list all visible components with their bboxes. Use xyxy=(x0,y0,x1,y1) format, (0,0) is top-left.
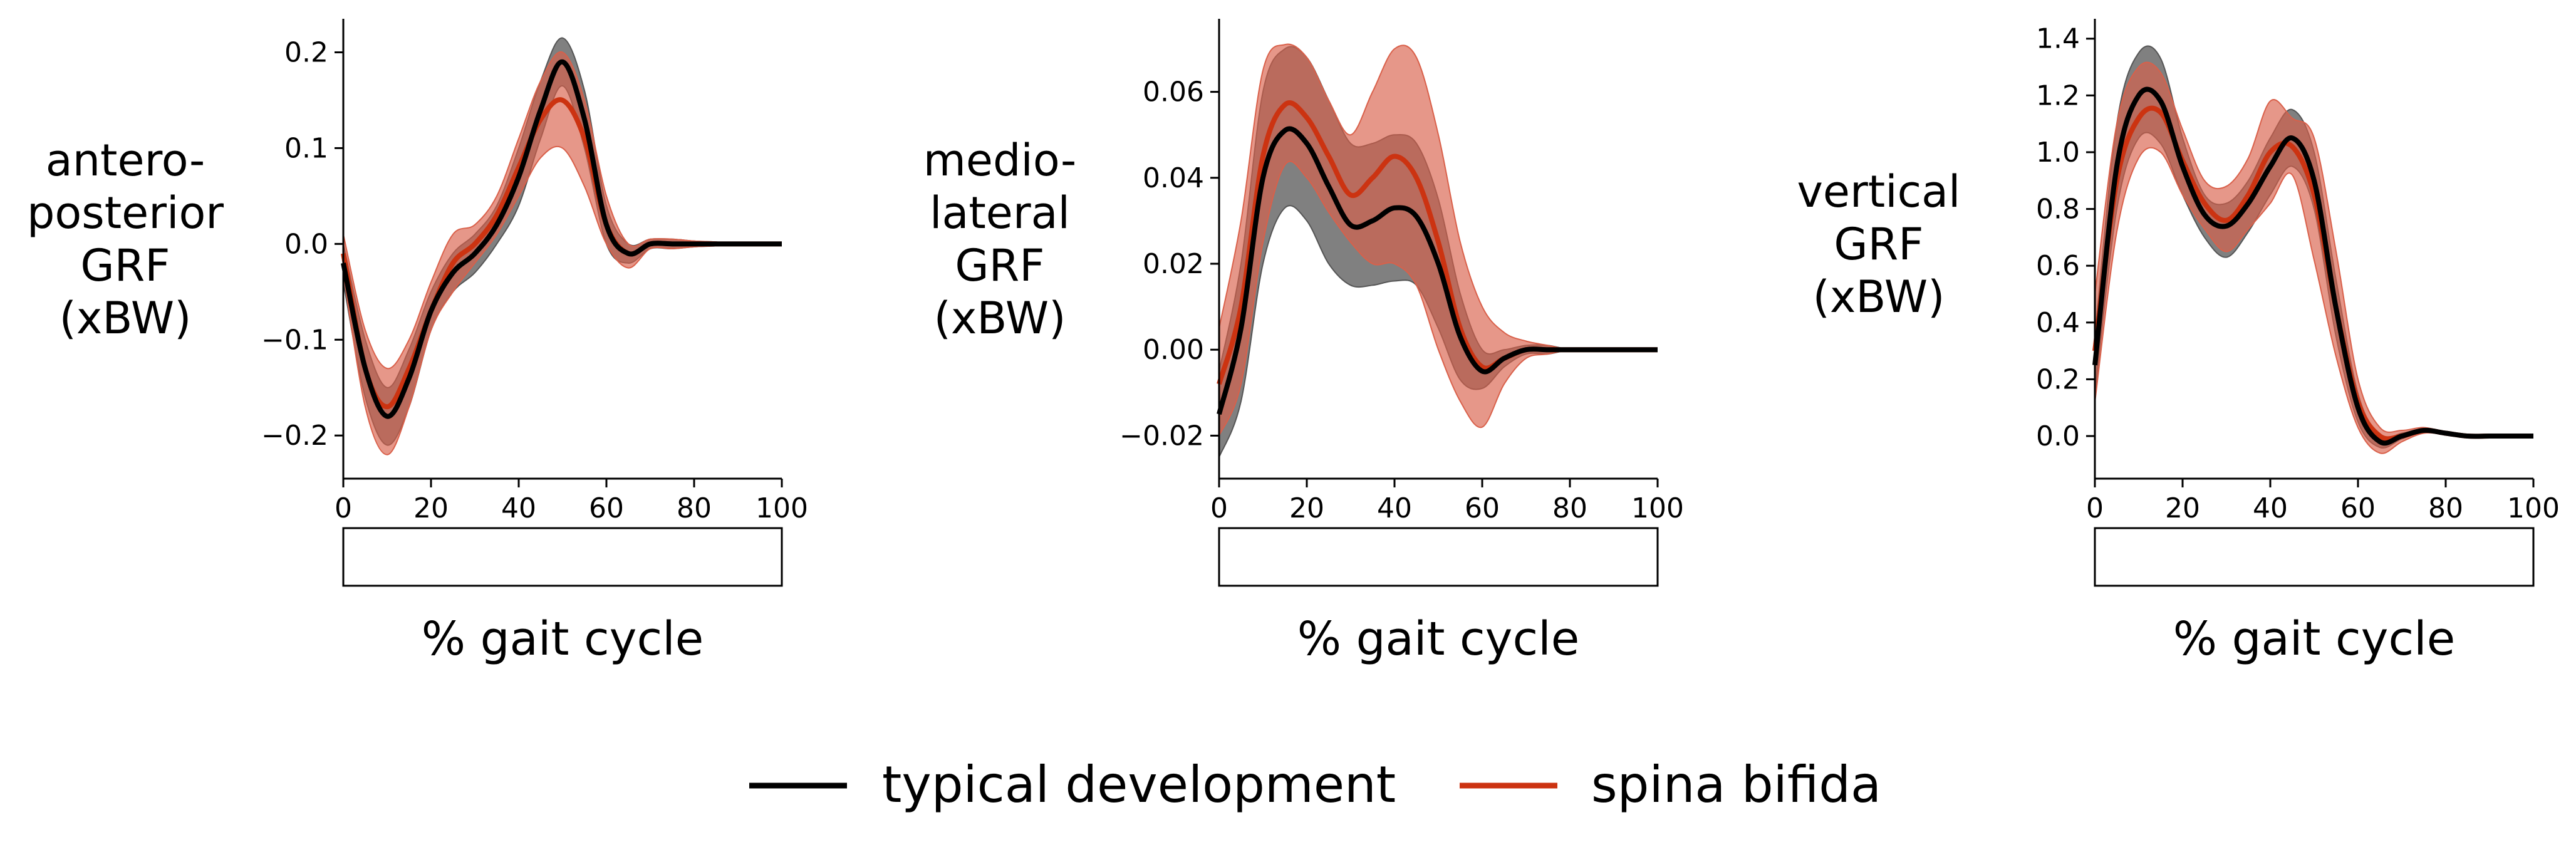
x-ticks: 0 20 40 60 80 100 xyxy=(335,479,808,524)
confidence-bands xyxy=(2094,45,2533,454)
y-tick-label: 1.0 xyxy=(2036,137,2080,169)
x-tick-label: 100 xyxy=(2507,492,2560,524)
mean-lines xyxy=(341,59,782,419)
x-tick-label: 0 xyxy=(1210,492,1228,524)
x-tick-label: 60 xyxy=(1465,492,1500,524)
y-tick-label: 0.2 xyxy=(2036,363,2080,395)
y-tick-label: 0.2 xyxy=(284,37,328,69)
gait-phase-bar xyxy=(2094,527,2535,587)
x-tick-label: 80 xyxy=(1552,492,1587,524)
y-tick-label: 0.04 xyxy=(1143,162,1204,194)
x-tick-label: 20 xyxy=(1289,492,1324,524)
mean-lines xyxy=(1217,100,1658,415)
y-axis-label: antero- posterior GRF (xBW) xyxy=(27,135,224,344)
x-axis-label: % gait cycle xyxy=(1297,612,1580,666)
y-axis-label: medio- lateral GRF (xBW) xyxy=(923,135,1077,344)
x-ticks: 0 20 40 60 80 100 xyxy=(2086,479,2560,524)
x-tick-label: 80 xyxy=(677,492,712,524)
x-tick-label: 100 xyxy=(1631,492,1684,524)
x-tick-label: 100 xyxy=(756,492,808,524)
gait-phase-bar xyxy=(1218,527,1659,587)
y-tick-label: 1.4 xyxy=(2036,23,2080,55)
y-ticks: −0.02 0.00 0.02 0.04 0.06 xyxy=(1119,76,1219,452)
x-tick-label: 60 xyxy=(589,492,624,524)
y-tick-label: −0.2 xyxy=(261,420,328,452)
spina-bifida-band xyxy=(2094,61,2533,454)
y-label-line: GRF xyxy=(955,240,1044,291)
y-label-line: GRF xyxy=(1834,219,1923,270)
x-tick-label: 40 xyxy=(2253,492,2288,524)
anteroposterior-grf-panel: antero- posterior GRF (xBW) −0.2 −0.1 0.0 0… xyxy=(27,19,808,666)
y-label-line: (xBW) xyxy=(934,293,1066,344)
x-tick-label: 20 xyxy=(2165,492,2200,524)
y-tick-label: 1.2 xyxy=(2036,80,2080,112)
y-tick-label: 0.0 xyxy=(2036,420,2080,452)
y-tick-label: 0.06 xyxy=(1143,76,1204,108)
gait-phase-bar xyxy=(342,527,783,587)
x-tick-label: 40 xyxy=(1377,492,1412,524)
y-tick-label: 0.1 xyxy=(284,132,328,164)
typical-development-mean-line xyxy=(2092,86,2533,446)
y-label-line: antero- xyxy=(46,135,205,186)
mediolateral-grf-panel: medio- lateral GRF (xBW) −0.02 0.00 0.02 0.… xyxy=(923,19,1684,666)
legend-label-spina-bifida: spina bifida xyxy=(1591,756,1881,814)
y-label-line: vertical xyxy=(1797,166,1961,217)
y-axis-label: vertical GRF (xBW) xyxy=(1797,166,1961,323)
y-label-line: medio- xyxy=(923,135,1077,186)
x-tick-label: 40 xyxy=(501,492,536,524)
y-label-line: GRF xyxy=(80,240,170,291)
y-label-line: (xBW) xyxy=(60,293,192,344)
x-axis-label: % gait cycle xyxy=(2173,612,2456,666)
spina-bifida-band xyxy=(343,51,782,455)
y-tick-label: −0.02 xyxy=(1119,420,1204,452)
mean-lines xyxy=(2092,86,2533,446)
y-ticks: −0.2 −0.1 0.0 0.1 0.2 xyxy=(261,37,343,452)
y-tick-label: 0.00 xyxy=(1143,334,1204,366)
vertical-grf-panel: vertical GRF (xBW) 0.0 0.2 0.4 0.6 0.8 1.0 1.2… xyxy=(1797,19,2560,666)
y-label-line: lateral xyxy=(930,187,1070,239)
y-label-line: (xBW) xyxy=(1813,271,1945,323)
y-label-line: posterior xyxy=(27,187,224,239)
x-tick-label: 0 xyxy=(335,492,352,524)
legend: typical development spina bifida xyxy=(749,756,1881,814)
y-tick-label: 0.8 xyxy=(2036,194,2080,226)
y-ticks: 0.0 0.2 0.4 0.6 0.8 1.0 1.2 1.4 xyxy=(2036,23,2095,452)
y-tick-label: 0.4 xyxy=(2036,307,2080,339)
y-tick-label: 0.6 xyxy=(2036,250,2080,282)
x-axis-label: % gait cycle xyxy=(422,612,704,666)
x-tick-label: 20 xyxy=(413,492,449,524)
x-tick-label: 60 xyxy=(2340,492,2376,524)
legend-label-typical: typical development xyxy=(882,756,1396,814)
x-tick-label: 0 xyxy=(2086,492,2104,524)
x-ticks: 0 20 40 60 80 100 xyxy=(1210,479,1684,524)
typical-development-mean-line xyxy=(1217,126,1658,415)
y-tick-label: 0.02 xyxy=(1143,248,1204,280)
typical-development-mean-line xyxy=(341,59,782,419)
y-tick-label: −0.1 xyxy=(261,324,328,356)
y-tick-label: 0.0 xyxy=(284,228,328,260)
x-tick-label: 80 xyxy=(2428,492,2463,524)
